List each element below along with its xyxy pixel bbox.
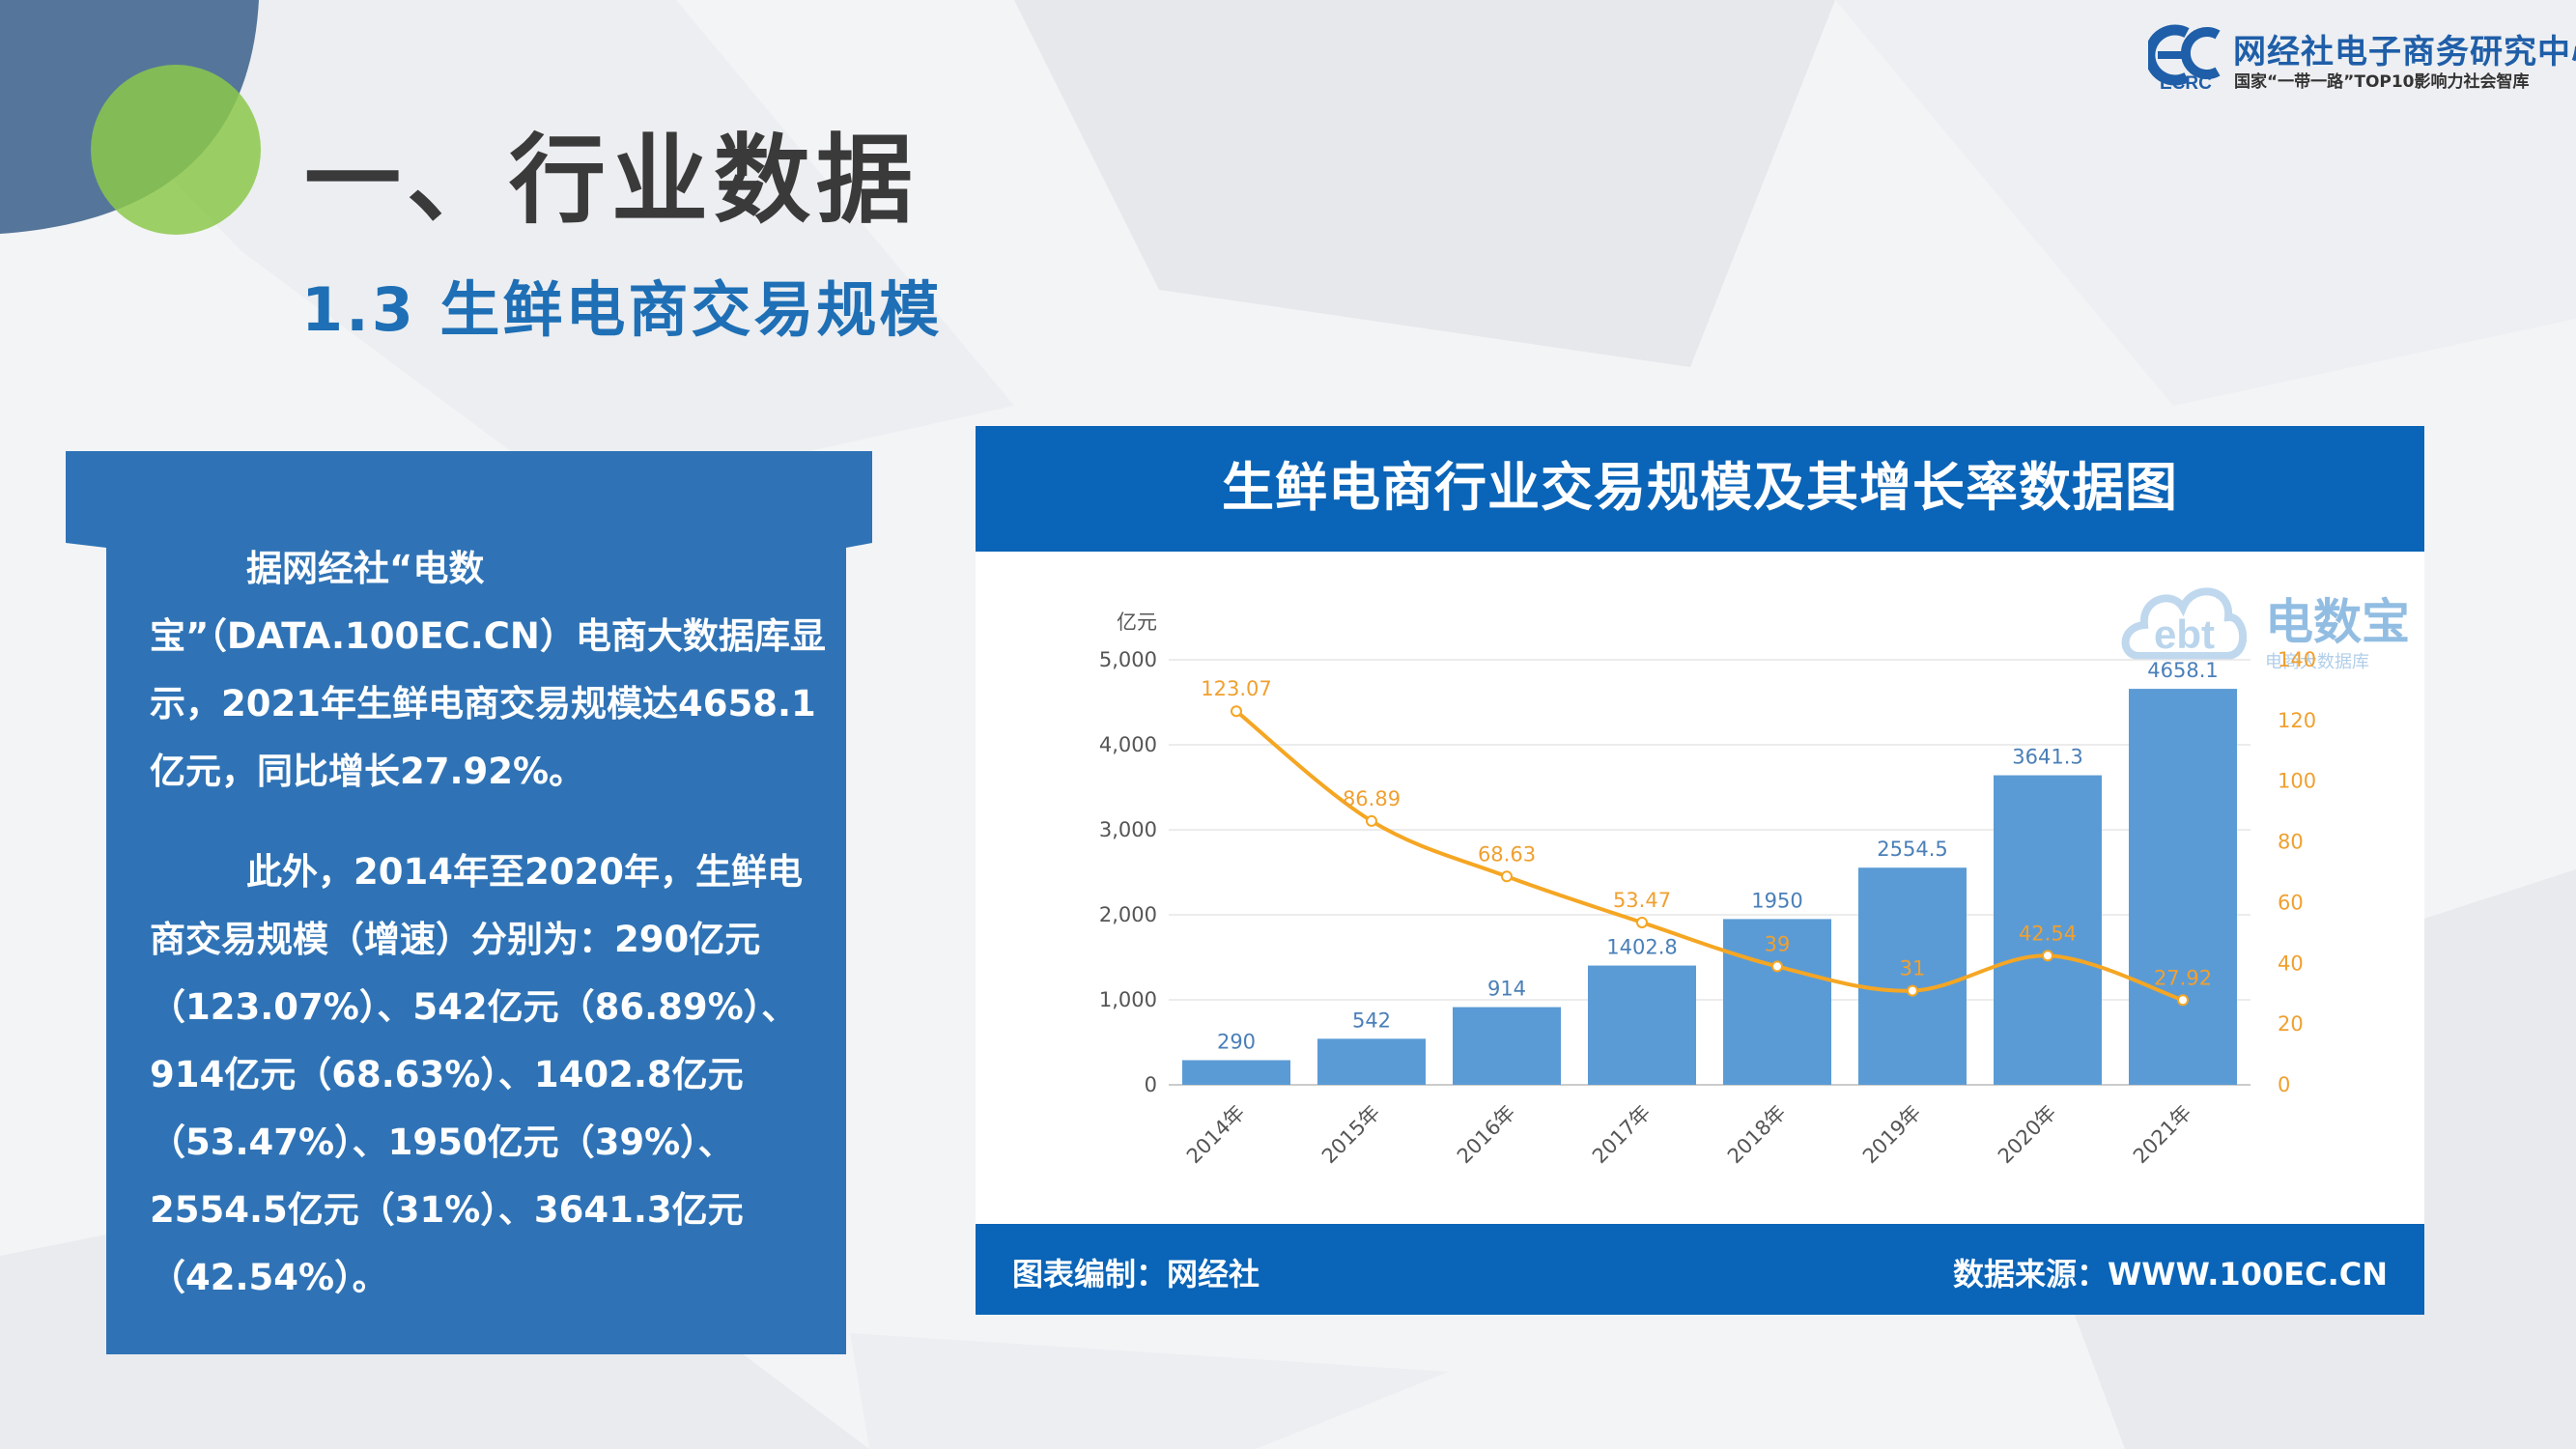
bar-value-label: 3641.3	[2012, 746, 2082, 769]
bar	[1994, 775, 2102, 1085]
bar-value-label: 1402.8	[1606, 936, 1677, 959]
bar-value-label: 4658.1	[2147, 659, 2218, 682]
chart-panel: 生鲜电商行业交易规模及其增长率数据图 ebt 电数宝 电商大数据库 0 1,000…	[976, 426, 2424, 1315]
growth-rate-point	[1501, 870, 1513, 883]
brand-name: 网经社电子商务研究中心	[2233, 33, 2576, 71]
bar	[1723, 919, 1831, 1085]
growth-rate-point	[1231, 705, 1242, 718]
growth-rate-label: 31	[1900, 957, 1926, 980]
bar	[1317, 1038, 1426, 1085]
bar-value-label: 914	[1487, 978, 1526, 1001]
y-right-tick-label: 120	[2278, 709, 2316, 732]
y-right-tick-label: 0	[2278, 1073, 2290, 1096]
y-right-tick-label: 20	[2278, 1012, 2304, 1036]
text-card-background	[66, 451, 872, 1354]
bar	[2129, 689, 2237, 1085]
chart-footer-source: 数据来源：WWW.100EC.CN	[1952, 1256, 2388, 1293]
watermark-text: 电数宝	[2265, 594, 2410, 650]
growth-rate-line	[1234, 709, 2184, 1003]
bar	[1588, 965, 1696, 1085]
growth-rate-label: 39	[1765, 932, 1791, 955]
growth-rate-label: 68.63	[1478, 842, 1536, 866]
brand-tagline: 国家“一带一路”TOP10影响力社会智库	[2234, 72, 2530, 92]
chart-footer-compiler: 图表编制：网经社	[1012, 1256, 1260, 1293]
chart-footer: 图表编制：网经社 数据来源：WWW.100EC.CN	[976, 1224, 2424, 1315]
ecrc-logo-icon	[2148, 24, 2221, 86]
x-tick-label: 2015年	[1317, 1101, 1385, 1169]
y-left-unit-label: 亿元	[1117, 611, 1157, 634]
green-circle-decoration	[91, 65, 261, 235]
bar-value-label: 1950	[1751, 889, 1802, 912]
chart-title: 生鲜电商行业交易规模及其增长率数据图	[976, 426, 2424, 552]
x-tick-label: 2021年	[2129, 1101, 2196, 1169]
growth-rate-point	[2042, 950, 2053, 962]
page-subtitle: 1.3 生鲜电商交易规模	[301, 274, 943, 345]
growth-rate-point	[2177, 994, 2189, 1007]
y-left-tick-label: 2,000	[1099, 903, 1157, 926]
x-tick-label: 2020年	[1994, 1101, 2061, 1169]
brand-abbr: ECRC	[2160, 73, 2212, 94]
bar-value-label: 290	[1217, 1030, 1256, 1053]
growth-rate-label: 53.47	[1613, 889, 1671, 912]
growth-rate-point	[1366, 814, 1377, 827]
growth-rate-label: 123.07	[1201, 677, 1271, 700]
bar-value-label: 542	[1352, 1009, 1391, 1032]
y-left-tick-label: 5,000	[1099, 648, 1157, 671]
y-right-tick-label: 80	[2278, 831, 2304, 854]
summary-paragraph-1: 据网经社“电数宝”（DATA.100EC.CN）电商大数据库显示，2021年生鲜…	[150, 548, 826, 792]
growth-rate-point	[1771, 960, 1783, 973]
y-left-tick-label: 1,000	[1099, 988, 1157, 1011]
y-left-tick-label: 4,000	[1099, 733, 1157, 756]
bar	[1182, 1060, 1290, 1085]
growth-rate-label: 27.92	[2154, 966, 2212, 989]
bar	[1453, 1007, 1561, 1085]
x-tick-label: 2017年	[1588, 1101, 1656, 1169]
y-right-tick-label: 60	[2278, 891, 2304, 914]
growth-rate-point	[1907, 984, 1918, 997]
growth-rate-point	[1636, 916, 1648, 928]
page-title: 一、行业数据	[304, 124, 919, 237]
svg-text:ebt: ebt	[2154, 611, 2215, 657]
watermark-subtext: 电商大数据库	[2265, 652, 2369, 672]
bar	[1858, 867, 1967, 1085]
bar-value-label: 2554.5	[1877, 838, 1947, 861]
y-left-tick-label: 0	[1145, 1073, 1157, 1096]
y-right-tick-label: 140	[2278, 648, 2316, 671]
trade-volume-growth-chart: 0 1,000 2,000 3,000 4,000 5,000 亿元 0 20 40 60 80 100…	[1099, 611, 2316, 1169]
growth-rate-label: 42.54	[2019, 922, 2077, 945]
y-right-tick-label: 100	[2278, 770, 2316, 793]
y-right-tick-label: 40	[2278, 952, 2304, 975]
growth-rate-label: 86.89	[1343, 787, 1401, 810]
y-left-tick-label: 3,000	[1099, 818, 1157, 841]
x-tick-label: 2019年	[1858, 1101, 1926, 1169]
summary-paragraph-2: 此外，2014年至2020年，生鲜电商交易规模（增速）分别为：290亿元（123…	[150, 851, 803, 1298]
x-tick-label: 2014年	[1182, 1101, 1250, 1169]
x-tick-label: 2018年	[1723, 1101, 1791, 1169]
watermark-cloud-icon: ebt 电数宝 电商大数据库	[2121, 587, 2410, 672]
x-tick-label: 2016年	[1453, 1101, 1520, 1169]
